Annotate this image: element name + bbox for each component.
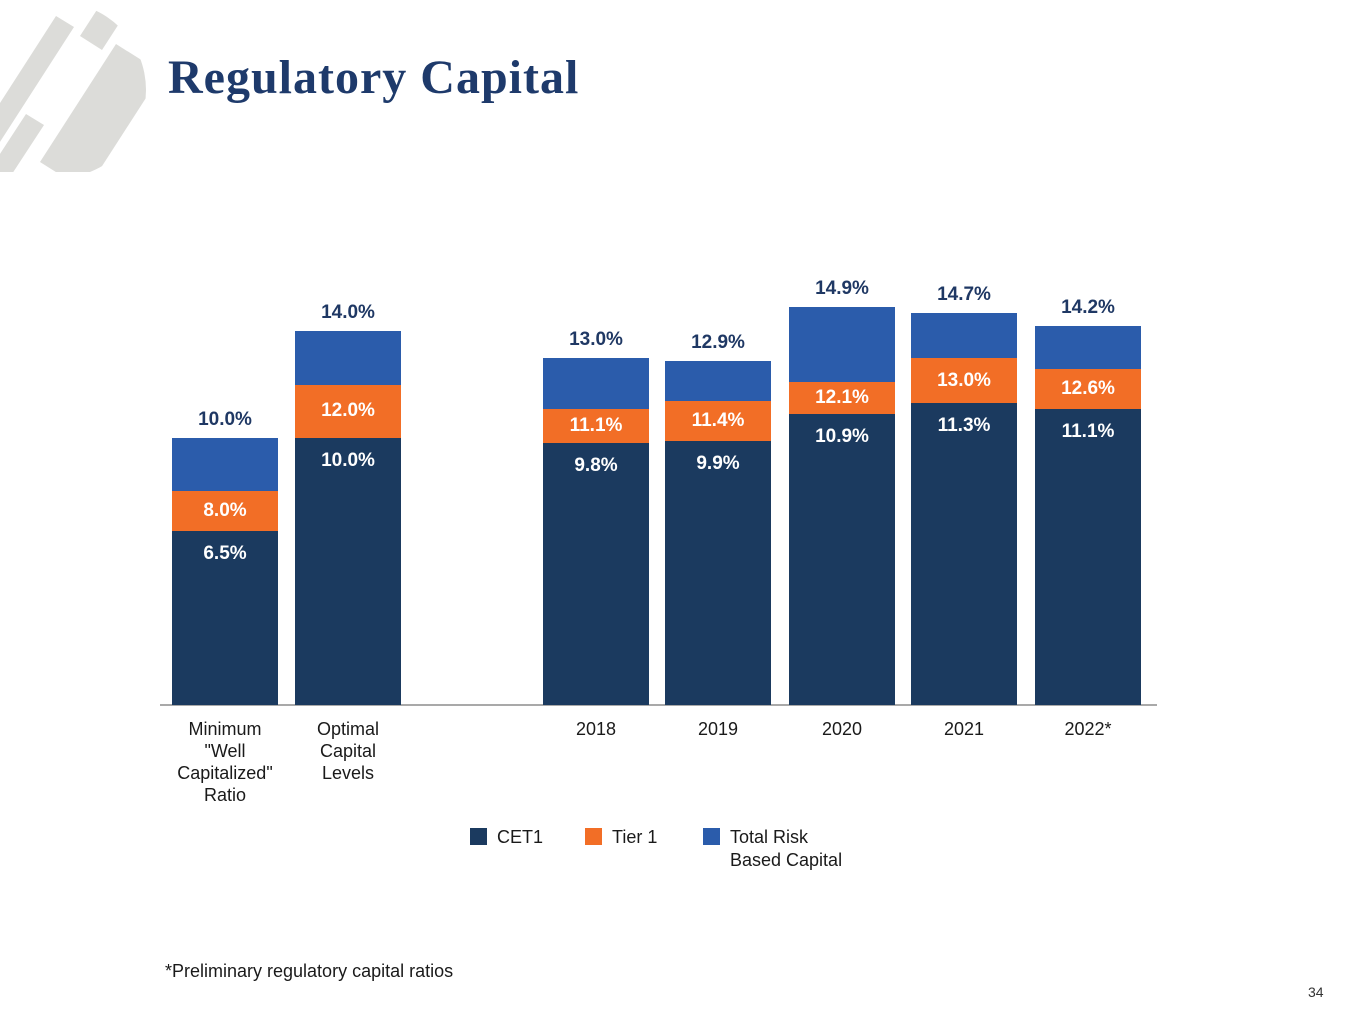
bar-segment-tier1: 12.0% bbox=[295, 384, 401, 438]
cet1-value-label: 11.3% bbox=[937, 415, 991, 437]
bar-total-label: 14.0% bbox=[321, 302, 375, 324]
category-label: 2021 bbox=[943, 719, 985, 739]
bar-segment-total-risk bbox=[172, 438, 278, 492]
bar-column: 12.9% 11.4% 9.9% bbox=[665, 331, 771, 705]
bar-column: 14.9% 12.1% 10.9% bbox=[789, 277, 895, 705]
category-label: 2020 bbox=[821, 719, 863, 739]
tier1-value-label: 12.1% bbox=[815, 386, 869, 408]
bar-segment-tier1: 8.0% bbox=[172, 491, 278, 532]
bar-column: 14.7% 13.0% 11.3% bbox=[911, 283, 1017, 705]
legend-label: Tier 1 bbox=[612, 827, 658, 847]
logo-stripe-icon bbox=[0, 114, 44, 172]
page-title: Regulatory Capital bbox=[168, 51, 580, 104]
bar-segment-total-risk bbox=[911, 312, 1017, 358]
bar-column: 10.0% 8.0% 6.5% bbox=[172, 408, 278, 705]
company-logo bbox=[0, 2, 146, 172]
legend-swatch-icon bbox=[585, 828, 602, 845]
cet1-value-label: 9.9% bbox=[696, 452, 740, 474]
bar-stack: 13.0% 11.3% bbox=[911, 312, 1017, 705]
category-label: 2018 bbox=[575, 719, 617, 739]
bar-total-label: 13.0% bbox=[569, 328, 623, 350]
logo-stripe-icon bbox=[0, 16, 74, 142]
legend-item: Tier 1 bbox=[585, 826, 657, 849]
bar-segment-tier1: 12.6% bbox=[1035, 368, 1141, 409]
tier1-value-label: 13.0% bbox=[937, 369, 991, 391]
bar-stack: 8.0% 6.5% bbox=[172, 438, 278, 705]
bar-segment-cet1: 6.5% bbox=[172, 531, 278, 705]
tier1-value-label: 11.4% bbox=[691, 409, 745, 431]
bar-column: 14.0% 12.0% 10.0% bbox=[295, 301, 401, 705]
bar-segment-total-risk bbox=[789, 307, 895, 382]
category-label: Optimal Capital Levels bbox=[316, 719, 379, 783]
tier1-value-label: 12.6% bbox=[1061, 377, 1115, 399]
bar-segment-cet1: 10.9% bbox=[789, 413, 895, 705]
bar-stack: 11.4% 9.9% bbox=[665, 360, 771, 705]
bar-segment-tier1: 13.0% bbox=[911, 357, 1017, 404]
bar-column: 14.2% 12.6% 11.1% bbox=[1035, 296, 1141, 705]
bar-segment-tier1: 12.1% bbox=[789, 381, 895, 414]
legend-swatch-icon bbox=[703, 828, 720, 845]
cet1-value-label: 9.8% bbox=[574, 455, 618, 477]
legend-label: CET1 bbox=[497, 827, 544, 847]
bar-column: 13.0% 11.1% 9.8% bbox=[543, 328, 649, 705]
bar-stack: 11.1% 9.8% bbox=[543, 357, 649, 705]
tier1-value-label: 8.0% bbox=[203, 500, 247, 522]
category-label: 2019 bbox=[697, 719, 739, 739]
tier1-value-label: 12.0% bbox=[321, 400, 375, 422]
category-label: Minimum "Well Capitalized" Ratio bbox=[177, 719, 273, 805]
bar-segment-tier1: 11.4% bbox=[665, 400, 771, 441]
bar-segment-cet1: 10.0% bbox=[295, 437, 401, 705]
bar-stack: 12.6% 11.1% bbox=[1035, 325, 1141, 705]
bar-segment-cet1: 9.9% bbox=[665, 440, 771, 705]
bar-stack: 12.0% 10.0% bbox=[295, 331, 401, 705]
cet1-value-label: 10.0% bbox=[321, 449, 375, 471]
page-number: 34 bbox=[1308, 984, 1324, 1000]
bar-total-label: 14.7% bbox=[937, 283, 991, 305]
logo-body-icon bbox=[40, 44, 146, 172]
bar-segment-cet1: 11.3% bbox=[911, 403, 1017, 705]
bar-total-label: 10.0% bbox=[198, 409, 252, 430]
bar-segment-cet1: 11.1% bbox=[1035, 408, 1141, 705]
legend-label: Total Risk Based Capital bbox=[730, 827, 843, 870]
cet1-value-label: 6.5% bbox=[203, 543, 247, 565]
tier1-value-label: 11.1% bbox=[569, 414, 623, 436]
bar-total-label: 12.9% bbox=[691, 331, 745, 353]
legend-swatch-icon bbox=[470, 828, 487, 845]
bar-total-label: 14.9% bbox=[815, 278, 869, 300]
bar-stack: 12.1% 10.9% bbox=[789, 307, 895, 705]
cet1-value-label: 11.1% bbox=[1061, 420, 1115, 442]
bar-segment-total-risk bbox=[295, 331, 401, 385]
category-label: 2022* bbox=[1064, 719, 1112, 739]
bar-segment-total-risk bbox=[543, 357, 649, 409]
bar-total-label: 14.2% bbox=[1061, 296, 1115, 318]
bar-segment-tier1: 11.1% bbox=[543, 408, 649, 444]
bar-segment-total-risk bbox=[1035, 325, 1141, 369]
x-axis-line bbox=[160, 704, 1157, 706]
footnote: *Preliminary regulatory capital ratios bbox=[165, 961, 454, 981]
legend-item: CET1 bbox=[470, 826, 543, 849]
bar-segment-total-risk bbox=[665, 360, 771, 401]
legend-item: Total Risk Based Capital bbox=[703, 826, 842, 872]
cet1-value-label: 10.9% bbox=[815, 425, 869, 447]
bar-segment-cet1: 9.8% bbox=[543, 443, 649, 705]
